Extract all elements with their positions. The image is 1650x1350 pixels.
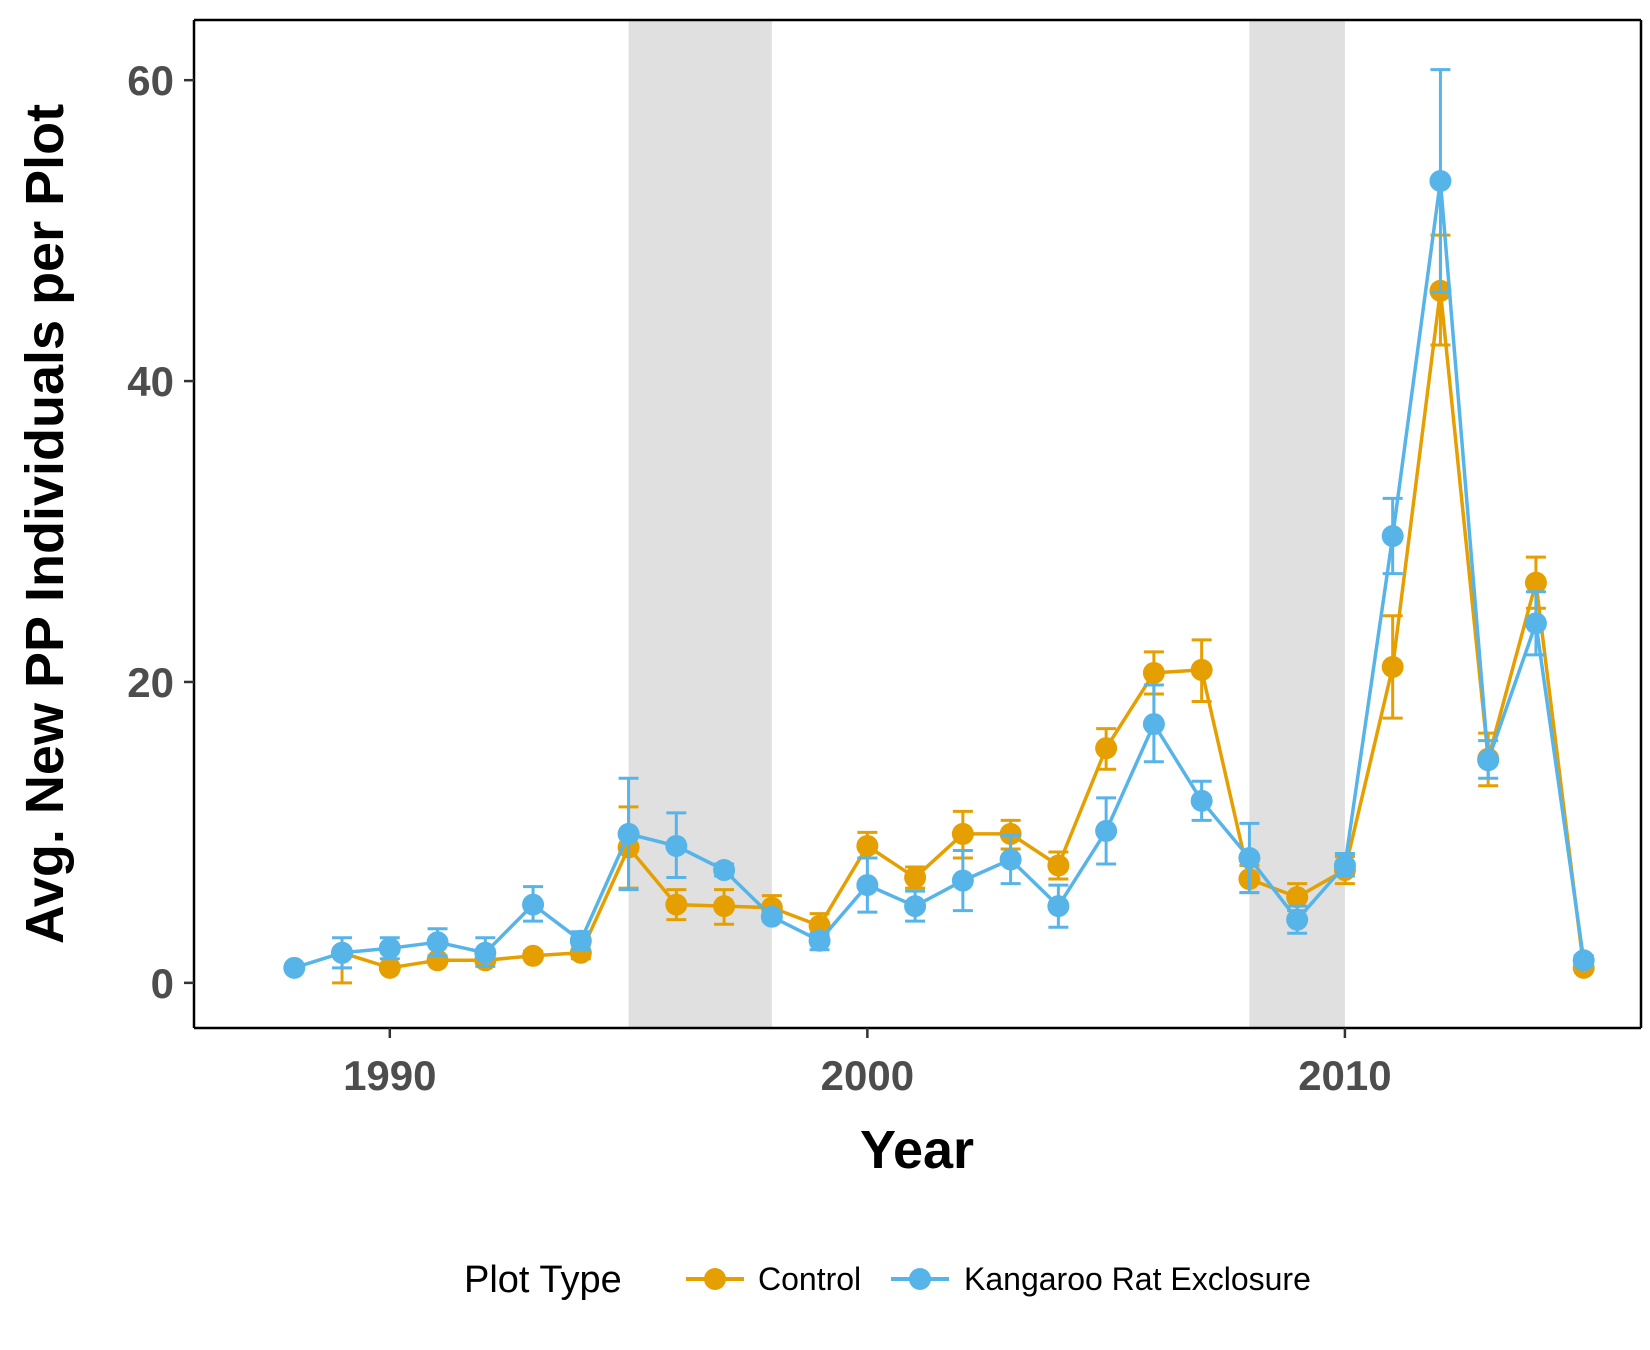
data-point <box>1477 749 1500 772</box>
data-point <box>1572 949 1595 972</box>
data-point <box>856 874 879 897</box>
shaded-period-1995-1998 <box>628 21 772 1027</box>
data-point <box>1333 854 1356 877</box>
data-point <box>1047 895 1070 918</box>
data-point <box>1286 908 1309 931</box>
shaded-periods <box>628 21 1345 1027</box>
shaded-period-2008-2010 <box>1249 21 1345 1027</box>
legend: Plot Type Control Kangaroo Rat Exclosure <box>464 1259 1311 1301</box>
data-point <box>665 834 688 857</box>
data-point <box>904 895 927 918</box>
series-layer <box>283 68 1595 985</box>
x-tick-label: 2010 <box>1298 1052 1391 1099</box>
x-tick-label: 1990 <box>343 1052 436 1099</box>
y-tick-label: 0 <box>151 960 174 1007</box>
data-point <box>1286 886 1309 909</box>
data-point <box>617 822 640 845</box>
axes <box>192 18 1643 1030</box>
legend-key-point-control <box>704 1268 726 1290</box>
data-point <box>522 893 545 916</box>
data-point <box>713 859 736 882</box>
data-point <box>1095 737 1118 760</box>
data-point <box>904 866 927 889</box>
data-point <box>522 944 545 967</box>
data-point <box>569 929 592 952</box>
legend-item-kangaroo-rat-exclosure: Kangaroo Rat Exclosure <box>891 1261 1311 1297</box>
data-point <box>856 834 879 857</box>
legend-title: Plot Type <box>464 1259 622 1301</box>
x-tick-label: 2000 <box>821 1052 914 1099</box>
data-point <box>1524 571 1547 594</box>
data-point <box>808 929 831 952</box>
data-point <box>760 905 783 928</box>
data-point <box>1142 713 1165 736</box>
legend-label-kangaroo-rat-exclosure: Kangaroo Rat Exclosure <box>964 1261 1311 1297</box>
y-tick-label: 60 <box>127 57 174 104</box>
data-point <box>951 822 974 845</box>
data-point <box>1381 525 1404 548</box>
data-point <box>474 941 497 964</box>
data-point <box>999 848 1022 871</box>
legend-label-control: Control <box>758 1261 861 1297</box>
y-ticks: 0 20 40 60 <box>127 57 194 1007</box>
legend-item-control: Control <box>686 1261 861 1297</box>
data-point <box>713 895 736 918</box>
data-point <box>1190 789 1213 812</box>
data-point <box>1238 846 1261 869</box>
series-kangaroo-rat-exclosure <box>283 68 1595 979</box>
data-point <box>808 914 831 937</box>
data-point <box>1190 658 1213 681</box>
data-point <box>1142 661 1165 684</box>
data-point <box>378 937 401 960</box>
data-point <box>665 893 688 916</box>
data-point <box>1095 819 1118 842</box>
data-point <box>999 822 1022 845</box>
data-point <box>1429 169 1452 192</box>
y-tick-label: 40 <box>127 358 174 405</box>
x-ticks: 1990 2000 2010 <box>343 1028 1392 1099</box>
data-point <box>331 941 354 964</box>
data-point <box>378 956 401 979</box>
data-point <box>1524 612 1547 635</box>
y-axis-title: Avg. New PP Individuals per Plot <box>15 104 75 944</box>
series-line-kangaroo-rat-exclosure <box>293 179 1586 970</box>
data-point <box>283 956 306 979</box>
x-axis-title: Year <box>860 1120 974 1180</box>
legend-key-point-kangaroo-rat-exclosure <box>909 1268 931 1290</box>
data-point <box>951 869 974 892</box>
data-point <box>426 931 449 954</box>
y-tick-label: 20 <box>127 659 174 706</box>
data-point <box>1381 655 1404 678</box>
data-point <box>1047 854 1070 877</box>
